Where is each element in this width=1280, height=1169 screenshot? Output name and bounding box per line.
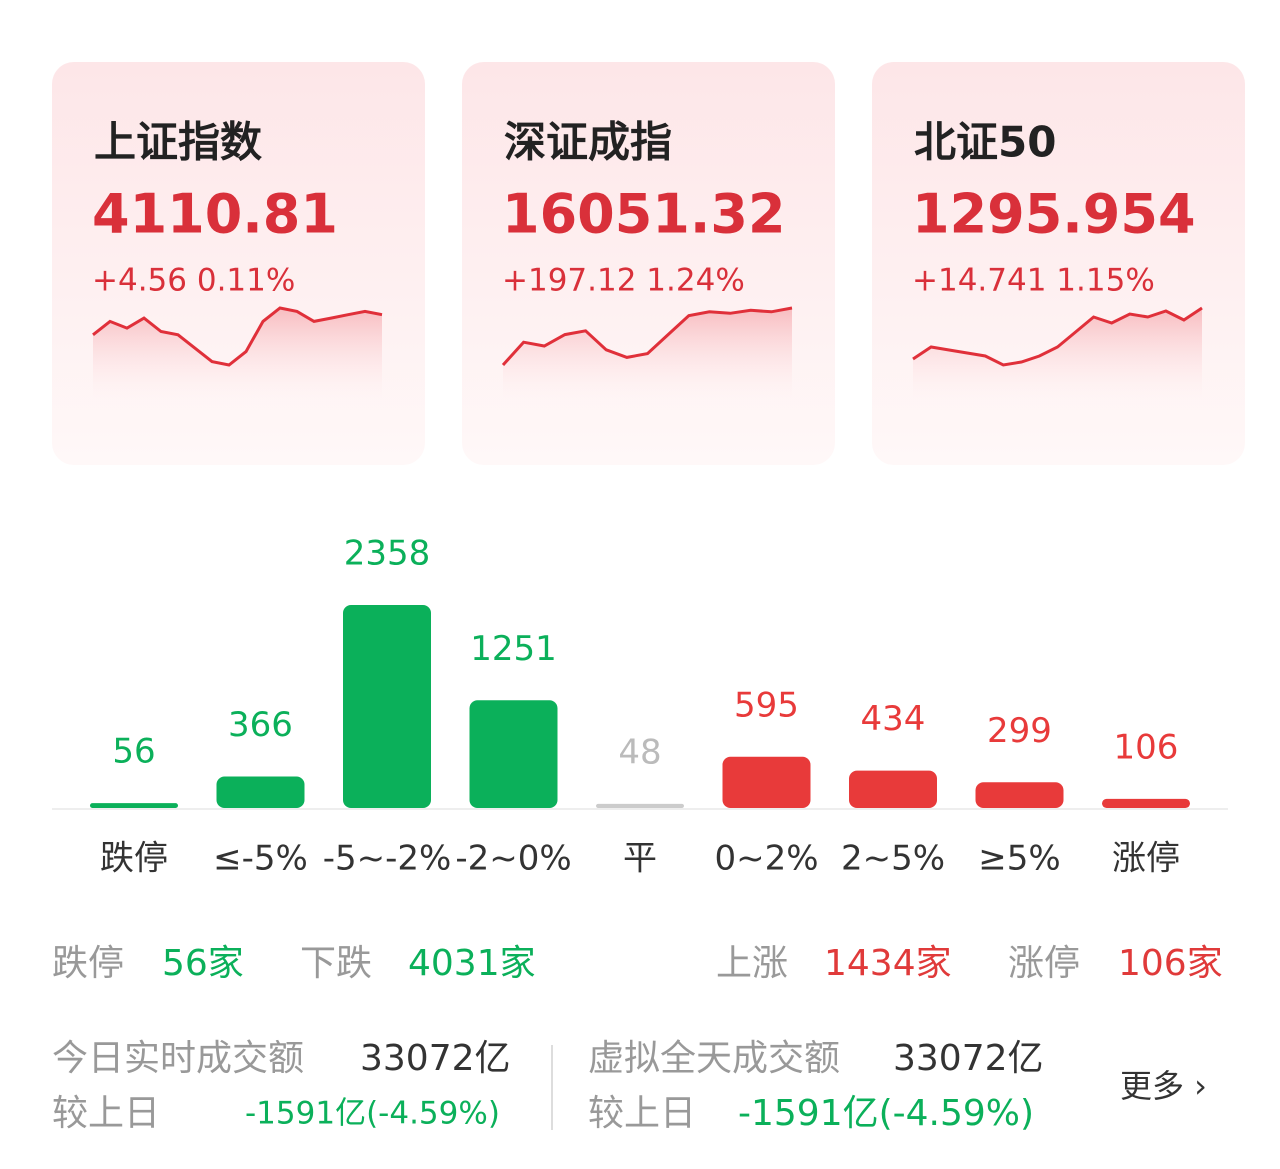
more-link[interactable]: 更多 › <box>1120 1067 1207 1105</box>
compare-value: -1591亿(-4.59%) <box>245 1096 500 1132</box>
value-label: 2358 <box>344 534 431 574</box>
turnover-label: 今日实时成交额 <box>52 1038 304 1079</box>
bar <box>849 770 937 808</box>
summary-label: 上涨 <box>716 943 788 984</box>
summary-label: 涨停 <box>1008 943 1080 984</box>
trend-area <box>913 308 1202 400</box>
compare-label: 较上日 <box>52 1093 160 1134</box>
x-tick-label: 2~5% <box>841 839 945 879</box>
x-tick-label: ≤-5% <box>213 839 308 879</box>
turnover-label: 虚拟全天成交额 <box>588 1038 840 1079</box>
bar <box>1102 798 1190 808</box>
bar <box>975 782 1064 808</box>
trend-line <box>501 306 793 367</box>
turnover-value: 33072亿 <box>893 1038 1044 1079</box>
index-name: 北证50 <box>914 118 1056 167</box>
value-label: 56 <box>112 732 155 772</box>
bar <box>343 605 431 808</box>
summary-label: 下跌 <box>300 943 372 984</box>
value-label: 366 <box>228 705 293 745</box>
bar <box>216 776 305 808</box>
index-change: +14.741 1.15% <box>912 263 1155 299</box>
trend-line <box>92 306 383 367</box>
x-tick-label: -2~0% <box>455 839 571 879</box>
x-tick-label: -5~-2% <box>323 839 452 879</box>
trend-line <box>912 306 1203 367</box>
turnover-value: 33072亿 <box>360 1038 511 1079</box>
value-label: 595 <box>734 685 799 725</box>
value-label: 299 <box>987 711 1052 751</box>
bar <box>722 756 811 808</box>
compare-value: -1591亿(-4.59%) <box>738 1093 1034 1134</box>
summary-value: 56家 <box>162 943 244 984</box>
summary-label: 跌停 <box>52 943 124 984</box>
index-value: 16051.32 <box>502 183 786 246</box>
trend-area <box>93 308 382 400</box>
compare-label: 较上日 <box>588 1093 696 1134</box>
index-change: +4.56 0.11% <box>92 263 295 299</box>
bar <box>469 700 558 808</box>
index-change: +197.12 1.24% <box>502 263 745 299</box>
value-label: 434 <box>861 699 926 739</box>
summary-value: 1434家 <box>824 943 952 984</box>
index-name: 上证指数 <box>94 118 262 167</box>
index-value: 4110.81 <box>92 183 338 246</box>
value-label: 106 <box>1114 727 1179 767</box>
value-label: 1251 <box>470 629 557 669</box>
x-tick-label: 跌停 <box>100 839 168 879</box>
x-tick-label: 涨停 <box>1112 839 1180 879</box>
bar <box>90 803 178 808</box>
x-tick-label: 0~2% <box>714 839 818 879</box>
index-name: 深证成指 <box>504 118 672 167</box>
x-tick-label: 平 <box>623 839 657 879</box>
value-label: 48 <box>618 732 661 772</box>
index-value: 1295.954 <box>912 183 1196 246</box>
summary-value: 4031家 <box>408 943 536 984</box>
x-tick-label: ≥5% <box>978 839 1060 879</box>
bar <box>596 803 684 808</box>
summary-value: 106家 <box>1118 943 1223 984</box>
